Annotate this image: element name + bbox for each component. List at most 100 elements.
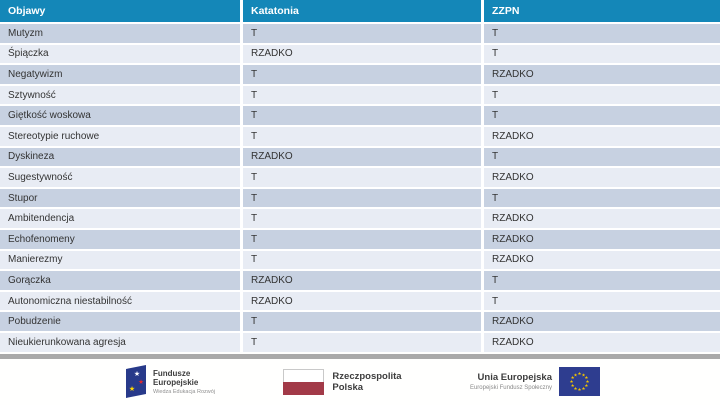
table-header-row: Objawy Katatonia ZZPN xyxy=(0,0,720,22)
symptom-name-cell: Śpiączka xyxy=(0,42,240,64)
svg-text:★: ★ xyxy=(581,372,586,377)
svg-text:★: ★ xyxy=(577,387,582,392)
symptoms-table: Objawy Katatonia ZZPN Mutyzm T T Śpiączk… xyxy=(0,0,720,352)
eu-funding-footer: ★ ★ ★ Fundusze Europejskie Wiedza Edukac… xyxy=(0,359,720,405)
katatonia-value-cell: T xyxy=(240,124,481,146)
table-row: Pobudzenie T RZADKO xyxy=(0,310,720,331)
poland-flag-icon xyxy=(283,368,325,395)
republic-of-poland-logo: Rzeczpospolita Polska xyxy=(283,368,402,395)
fundusze-europejskie-logo: ★ ★ ★ Fundusze Europejskie Wiedza Edukac… xyxy=(125,364,215,399)
divider-bar xyxy=(0,353,720,359)
svg-text:★: ★ xyxy=(573,386,578,391)
pl-text-line2: Polska xyxy=(332,381,364,393)
pl-text-line1: Rzeczpospolita xyxy=(332,370,402,382)
zzpn-value-cell: RZADKO xyxy=(481,227,720,249)
zzpn-value-cell: RZADKO xyxy=(481,248,720,270)
eu-flag-icon: ★ ★ ★ ★ ★ ★ ★ ★ ★ ★ ★ ★ xyxy=(558,367,600,396)
zzpn-value-cell: T xyxy=(481,42,720,64)
table-row: Stupor T T xyxy=(0,186,720,208)
zzpn-value-cell: RZADKO xyxy=(481,310,720,331)
zzpn-value-cell: T xyxy=(481,289,720,311)
zzpn-value-cell: T xyxy=(481,22,720,43)
katatonia-value-cell: T xyxy=(240,248,481,270)
katatonia-value-cell: RZADKO xyxy=(240,42,481,64)
eu-subtitle: Europejski Fundusz Społeczny xyxy=(469,384,552,391)
symptom-name-cell: Negatywizm xyxy=(0,63,240,84)
table-row: Mutyzm T T xyxy=(0,22,720,43)
table-row: Autonomiczna niestabilność RZADKO T xyxy=(0,289,720,311)
svg-text:★: ★ xyxy=(584,383,589,388)
symptom-name-cell: Ambitendencja xyxy=(0,207,240,228)
symptom-name-cell: Mutyzm xyxy=(0,22,240,43)
table-row: Gorączka RZADKO T xyxy=(0,269,720,290)
katatonia-value-cell: T xyxy=(240,227,481,249)
zzpn-value-cell: T xyxy=(481,186,720,208)
svg-text:★: ★ xyxy=(581,386,586,391)
table-row: Stereotypie ruchowe T RZADKO xyxy=(0,124,720,146)
zzpn-value-cell: T xyxy=(481,145,720,167)
katatonia-value-cell: T xyxy=(240,83,481,105)
katatonia-value-cell: T xyxy=(240,207,481,228)
svg-text:★: ★ xyxy=(577,371,582,376)
fe-subtitle: Wiedza Edukacja Rozwój xyxy=(153,388,216,395)
katatonia-value-cell: RZADKO xyxy=(240,289,481,311)
zzpn-value-cell: RZADKO xyxy=(481,330,720,352)
european-union-logo: Unia Europejska Europejski Fundusz Społe… xyxy=(470,367,600,396)
table-row: Giętkość woskowa T T xyxy=(0,104,720,125)
katatonia-value-cell: T xyxy=(240,166,481,187)
eu-logo-text: Unia Europejska Europejski Fundusz Społe… xyxy=(469,371,552,391)
zzpn-value-cell: RZADKO xyxy=(481,124,720,146)
table-row: Sugestywność T RZADKO xyxy=(0,166,720,187)
zzpn-value-cell: T xyxy=(481,83,720,105)
zzpn-value-cell: T xyxy=(481,269,720,290)
table-row: Sztywność T T xyxy=(0,83,720,105)
symptom-name-cell: Stereotypie ruchowe xyxy=(0,124,240,146)
table-row: Dyskineza RZADKO T xyxy=(0,145,720,167)
pl-logo-text: Rzeczpospolita Polska xyxy=(332,371,401,393)
katatonia-value-cell: RZADKO xyxy=(240,269,481,290)
symptom-name-cell: Nieukierunkowana agresja xyxy=(0,330,240,352)
katatonia-value-cell: T xyxy=(240,63,481,84)
symptom-name-cell: Autonomiczna niestabilność xyxy=(0,289,240,311)
svg-text:★: ★ xyxy=(585,379,590,384)
symptom-name-cell: Sugestywność xyxy=(0,166,240,187)
table-row: Nieukierunkowana agresja T RZADKO xyxy=(0,330,720,352)
svg-text:★: ★ xyxy=(569,379,574,384)
zzpn-value-cell: RZADKO xyxy=(481,166,720,187)
katatonia-value-cell: T xyxy=(240,330,481,352)
table-row: Echofenomeny T RZADKO xyxy=(0,227,720,249)
column-header-objawy: Objawy xyxy=(0,0,240,22)
column-header-zzpn: ZZPN xyxy=(481,0,720,22)
fe-title-line2: Europejskie xyxy=(153,377,199,387)
katatonia-value-cell: T xyxy=(240,22,481,43)
table-row: Manierezmy T RZADKO xyxy=(0,248,720,270)
katatonia-value-cell: T xyxy=(240,310,481,331)
svg-text:★: ★ xyxy=(134,370,140,378)
table-row: Śpiączka RZADKO T xyxy=(0,42,720,64)
symptom-name-cell: Sztywność xyxy=(0,83,240,105)
symptom-name-cell: Stupor xyxy=(0,186,240,208)
fe-title-line1: Fundusze xyxy=(153,368,191,378)
eu-title: Unia Europejska xyxy=(477,371,552,383)
symptom-name-cell: Gorączka xyxy=(0,269,240,290)
zzpn-value-cell: T xyxy=(481,104,720,125)
svg-text:★: ★ xyxy=(571,375,576,380)
zzpn-value-cell: RZADKO xyxy=(481,63,720,84)
symptom-name-cell: Giętkość woskowa xyxy=(0,104,240,125)
table-row: Negatywizm T RZADKO xyxy=(0,63,720,84)
symptom-name-cell: Dyskineza xyxy=(0,145,240,167)
svg-text:★: ★ xyxy=(571,383,576,388)
table-row: Ambitendencja T RZADKO xyxy=(0,207,720,228)
zzpn-value-cell: RZADKO xyxy=(481,207,720,228)
katatonia-value-cell: T xyxy=(240,104,481,125)
symptom-name-cell: Pobudzenie xyxy=(0,310,240,331)
svg-text:★: ★ xyxy=(129,385,135,393)
fe-flag-icon: ★ ★ ★ xyxy=(126,364,146,398)
symptom-name-cell: Echofenomeny xyxy=(0,227,240,249)
column-header-katatonia: Katatonia xyxy=(240,0,481,22)
svg-text:★: ★ xyxy=(138,378,144,386)
katatonia-value-cell: T xyxy=(240,186,481,208)
fe-logo-text: Fundusze Europejskie Wiedza Edukacja Roz… xyxy=(153,369,215,395)
svg-text:★: ★ xyxy=(584,375,589,380)
